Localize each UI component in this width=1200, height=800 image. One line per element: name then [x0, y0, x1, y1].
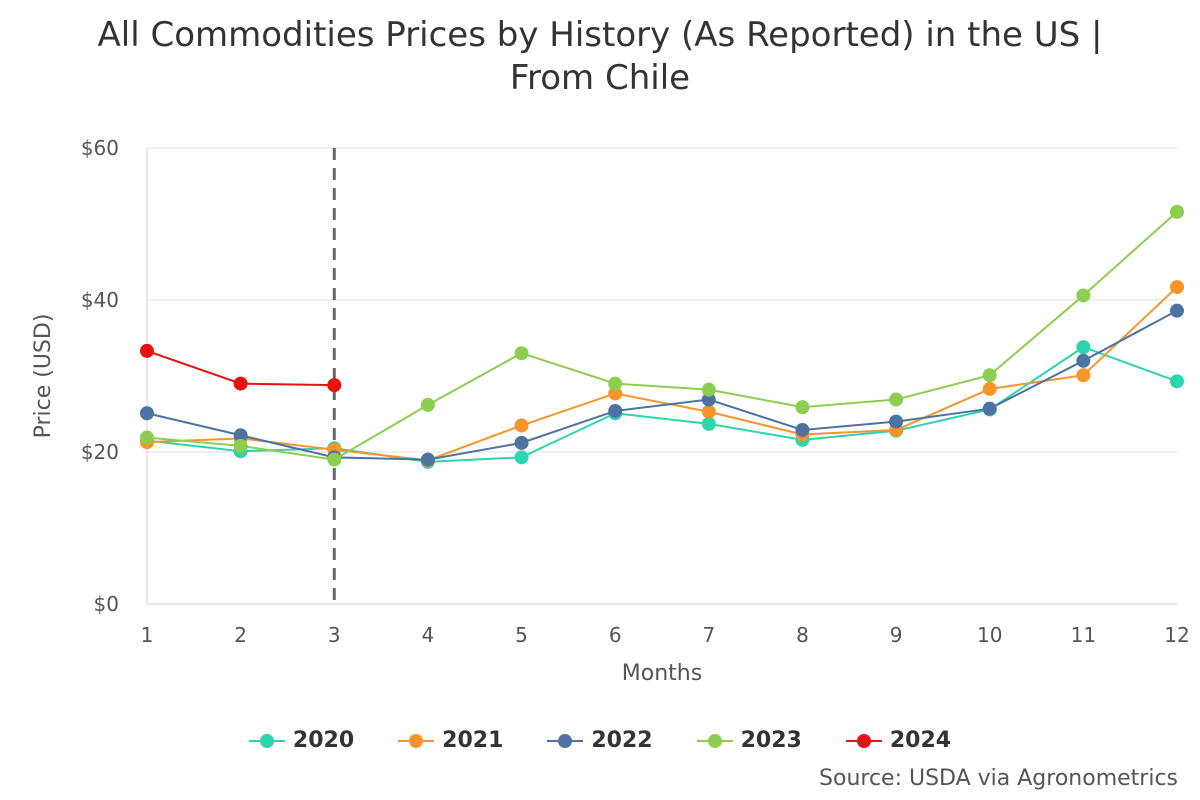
source-credit: Source: USDA via Agronometrics [819, 766, 1178, 791]
data-point-2023-m12 [1170, 204, 1184, 219]
x-tick-label: 7 [702, 623, 715, 647]
series-2023 [140, 204, 1184, 467]
x-tick-label: 10 [977, 623, 1002, 647]
legend-item-2024[interactable]: 2024 [845, 728, 952, 753]
legend: 2020 2021 2022 2023 2024 [0, 728, 1200, 753]
data-point-2022-m9 [889, 414, 904, 429]
data-point-2022-m5 [514, 435, 529, 450]
data-point-2023-m2 [233, 438, 248, 453]
data-point-2021-m5 [514, 418, 529, 433]
data-point-2023-m6 [608, 376, 623, 391]
data-point-2023-m8 [795, 400, 810, 415]
x-tick-label: 9 [890, 623, 903, 647]
data-point-2022-m12 [1170, 303, 1184, 318]
data-point-2020-m7 [701, 416, 716, 431]
data-point-2022-m7 [701, 392, 716, 407]
data-point-2024-m2 [233, 376, 248, 391]
data-point-2023-m7 [701, 382, 716, 397]
x-tick-label: 1 [141, 623, 154, 647]
y-tick-label: $0 [94, 592, 119, 616]
y-tick-label: $60 [81, 136, 119, 160]
x-tick-label: 12 [1164, 623, 1189, 647]
legend-item-2021[interactable]: 2021 [398, 728, 503, 753]
legend-label-2024: 2024 [889, 728, 952, 753]
legend-swatch-2020 [248, 733, 285, 748]
data-point-2023-m1 [140, 430, 154, 445]
x-tick-label: 3 [328, 623, 341, 647]
data-point-2020-m12 [1170, 374, 1184, 389]
data-point-2022-m8 [795, 422, 810, 437]
data-point-2021-m6 [608, 386, 623, 401]
data-point-2023-m11 [1076, 288, 1091, 303]
chart-title-line-1: All Commodities Prices by History (As Re… [97, 15, 1103, 55]
legend-label-2021: 2021 [442, 728, 504, 753]
data-point-2022-m6 [608, 403, 623, 418]
x-tick-label: 4 [422, 623, 435, 647]
y-tick-label: $20 [81, 440, 119, 464]
data-point-2022-m2 [233, 428, 248, 443]
y-axis-title: Price (USD) [31, 314, 56, 439]
legend-swatch-2021 [398, 733, 435, 748]
data-point-2020-m5 [514, 450, 529, 465]
x-tick-label: 11 [1071, 623, 1096, 647]
data-point-2022-m4 [420, 452, 435, 467]
y-tick-label: $40 [81, 288, 119, 312]
data-point-2021-m11 [1076, 368, 1091, 383]
data-point-2022-m1 [140, 406, 154, 421]
x-tick-label: 6 [609, 623, 622, 647]
legend-label-2022: 2022 [591, 728, 653, 753]
data-point-2022-m11 [1076, 353, 1091, 368]
chart-title-line-2: From Chile [509, 58, 691, 98]
x-tick-label: 5 [515, 623, 528, 647]
x-tick-label: 8 [796, 623, 809, 647]
data-point-2023-m3 [327, 452, 342, 467]
series-2022 [140, 303, 1184, 467]
legend-label-2023: 2023 [740, 728, 802, 753]
data-point-2022-m10 [982, 401, 997, 416]
data-point-2021-m7 [701, 404, 716, 419]
data-point-2023-m5 [514, 346, 529, 361]
legend-label-2020: 2020 [292, 728, 355, 753]
series-line-2023 [146, 211, 1178, 461]
series-2021 [140, 280, 1184, 468]
legend-item-2023[interactable]: 2023 [696, 728, 802, 753]
data-point-2020-m11 [1076, 340, 1091, 355]
data-point-2024-m3 [327, 378, 342, 393]
data-point-2023-m9 [889, 392, 904, 407]
data-point-2023-m4 [420, 397, 435, 412]
legend-swatch-2024 [845, 733, 882, 748]
legend-swatch-2023 [696, 733, 733, 748]
series-line-2021 [146, 286, 1178, 462]
series-line-2022 [146, 309, 1178, 461]
x-axis-title: Months [622, 661, 702, 686]
data-point-2021-m10 [982, 381, 997, 396]
legend-swatch-2022 [547, 733, 584, 748]
data-point-2023-m10 [982, 368, 997, 383]
series-2024 [140, 343, 342, 393]
data-point-2021-m12 [1170, 280, 1184, 295]
chart-title: All Commodities Prices by History (As Re… [0, 14, 1200, 100]
data-point-2024-m1 [140, 343, 154, 358]
legend-item-2022[interactable]: 2022 [547, 728, 653, 753]
legend-item-2020[interactable]: 2020 [248, 728, 355, 753]
x-tick-label: 2 [234, 623, 247, 647]
